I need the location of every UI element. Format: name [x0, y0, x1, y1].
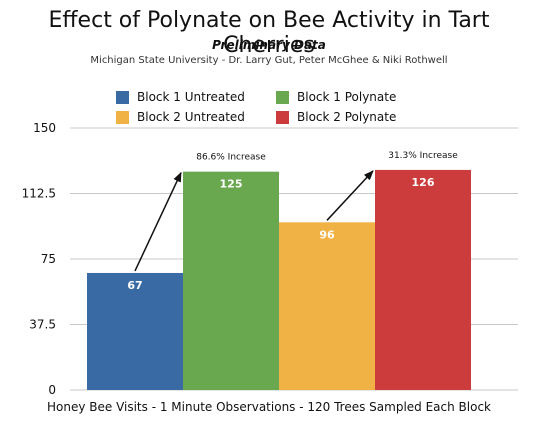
legend-item-block-2-untreated: Block 2 Untreated — [116, 110, 245, 124]
bar-value-label: 67 — [127, 279, 142, 292]
legend-swatch — [276, 110, 289, 124]
y-tick-label: 112.5 — [22, 187, 56, 201]
increase-annotation: 86.6% Increase — [196, 153, 266, 163]
bar-block-1-polynate — [183, 171, 279, 390]
legend-label: Block 1 Polynate — [297, 90, 397, 104]
increase-arrow — [326, 170, 374, 221]
legend-label: Block 2 Untreated — [137, 110, 245, 124]
y-tick-label: 75 — [41, 252, 56, 266]
legend-item-block-2-polynate: Block 2 Polynate — [276, 110, 396, 124]
chart-title: Effect of Polynate on Bee Activity in Ta… — [48, 8, 490, 58]
bar-value-label: 126 — [412, 176, 435, 189]
legend-swatch — [116, 110, 129, 124]
bar-value-label: 125 — [220, 178, 243, 191]
legend-swatch — [276, 90, 289, 104]
y-tick-label: 37.5 — [29, 318, 56, 332]
legend-item-block-1-untreated: Block 1 Untreated — [116, 90, 245, 104]
bar-block-2-untreated — [279, 222, 375, 390]
x-axis-label: Honey Bee Visits - 1 Minute Observations… — [46, 400, 492, 414]
legend-swatch — [116, 90, 129, 104]
chart-credit: Michigan State University - Dr. Larry Gu… — [90, 55, 448, 66]
bar-value-label: 96 — [319, 228, 335, 241]
y-tick-label: 0 — [48, 383, 56, 397]
legend-item-block-1-polynate: Block 1 Polynate — [276, 90, 396, 104]
chart-subtitle: Preliminary Data — [212, 38, 326, 52]
y-tick-label: 150 — [33, 121, 56, 135]
legend-label: Block 2 Polynate — [297, 110, 397, 124]
increase-arrow — [134, 171, 182, 272]
legend-label: Block 1 Untreated — [137, 90, 245, 104]
bar-block-2-polynate — [375, 169, 471, 390]
increase-annotation: 31.3% Increase — [388, 151, 458, 161]
bar-block-1-untreated — [87, 272, 183, 390]
